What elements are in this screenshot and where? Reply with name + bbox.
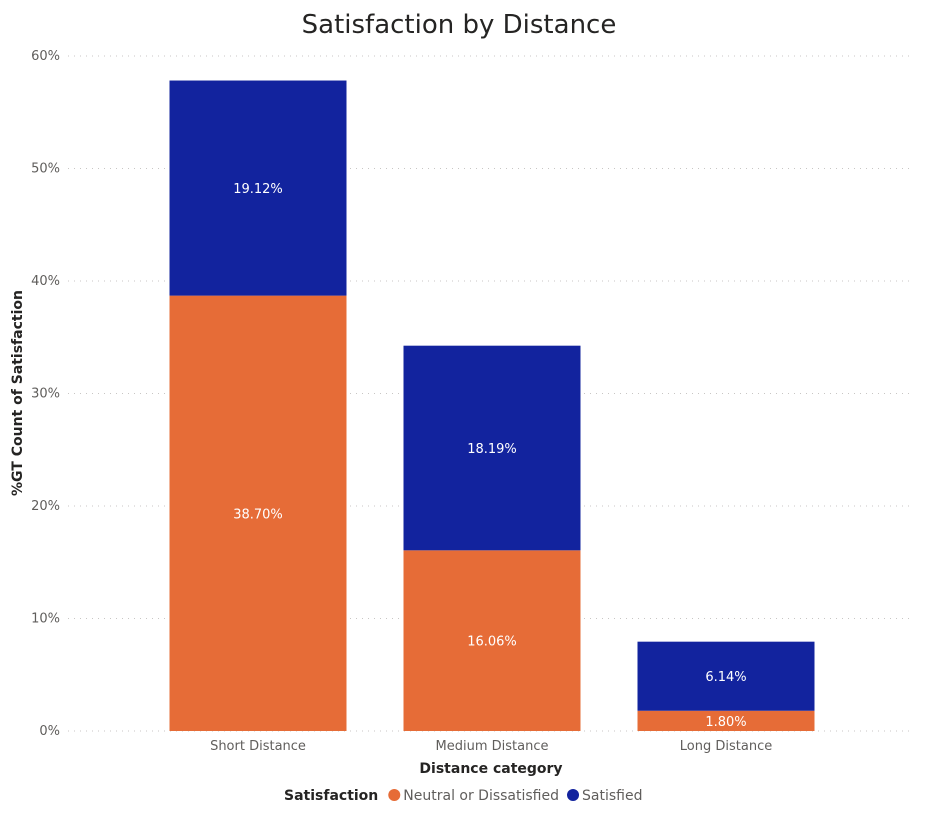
legend-entry[interactable]: Satisfied bbox=[582, 788, 642, 804]
x-axis-ticks: Short Distance Medium Distance Long Distan… bbox=[210, 739, 772, 754]
y-axis-title: %GT Count of Satisfaction bbox=[10, 290, 26, 496]
legend-entry[interactable]: Neutral or Dissatisfied bbox=[403, 788, 559, 804]
x-tick-label: Long Distance bbox=[680, 739, 772, 754]
y-tick-label: 60% bbox=[31, 49, 60, 64]
data-label: 1.80% bbox=[705, 715, 746, 730]
x-tick-label: Medium Distance bbox=[436, 739, 549, 754]
data-label: 19.12% bbox=[233, 182, 283, 197]
bar-segment[interactable] bbox=[637, 710, 815, 731]
y-axis-ticks: 0% 10% 20% 30% 40% 50% 60% bbox=[31, 49, 60, 739]
y-tick-label: 30% bbox=[31, 387, 60, 402]
bar-segment[interactable] bbox=[403, 550, 581, 731]
bar-segment[interactable] bbox=[169, 80, 347, 296]
x-axis-title: Distance category bbox=[419, 761, 562, 777]
data-label: 38.70% bbox=[233, 507, 283, 522]
data-label: 18.19% bbox=[467, 442, 517, 457]
bar-segment[interactable] bbox=[637, 641, 815, 711]
data-label: 6.14% bbox=[705, 670, 746, 685]
y-tick-label: 20% bbox=[31, 499, 60, 514]
bar-segment[interactable] bbox=[169, 295, 347, 731]
x-tick-label: Short Distance bbox=[210, 739, 306, 754]
data-label: 16.06% bbox=[467, 635, 517, 650]
bars: 38.70% 19.12% 16.06% 18.19% 1.80% 6.14% bbox=[169, 80, 815, 731]
y-tick-label: 50% bbox=[31, 162, 60, 177]
legend-title: Satisfaction bbox=[284, 788, 378, 804]
bar-segment[interactable] bbox=[403, 345, 581, 551]
y-tick-label: 10% bbox=[31, 612, 60, 627]
chart-title: Satisfaction by Distance bbox=[302, 10, 617, 40]
y-tick-label: 0% bbox=[39, 724, 60, 739]
legend: Satisfaction Neutral or Dissatisfied Satis… bbox=[284, 788, 642, 804]
y-tick-label: 40% bbox=[31, 274, 60, 289]
legend-marker[interactable] bbox=[388, 789, 401, 801]
legend-marker[interactable] bbox=[567, 789, 580, 801]
